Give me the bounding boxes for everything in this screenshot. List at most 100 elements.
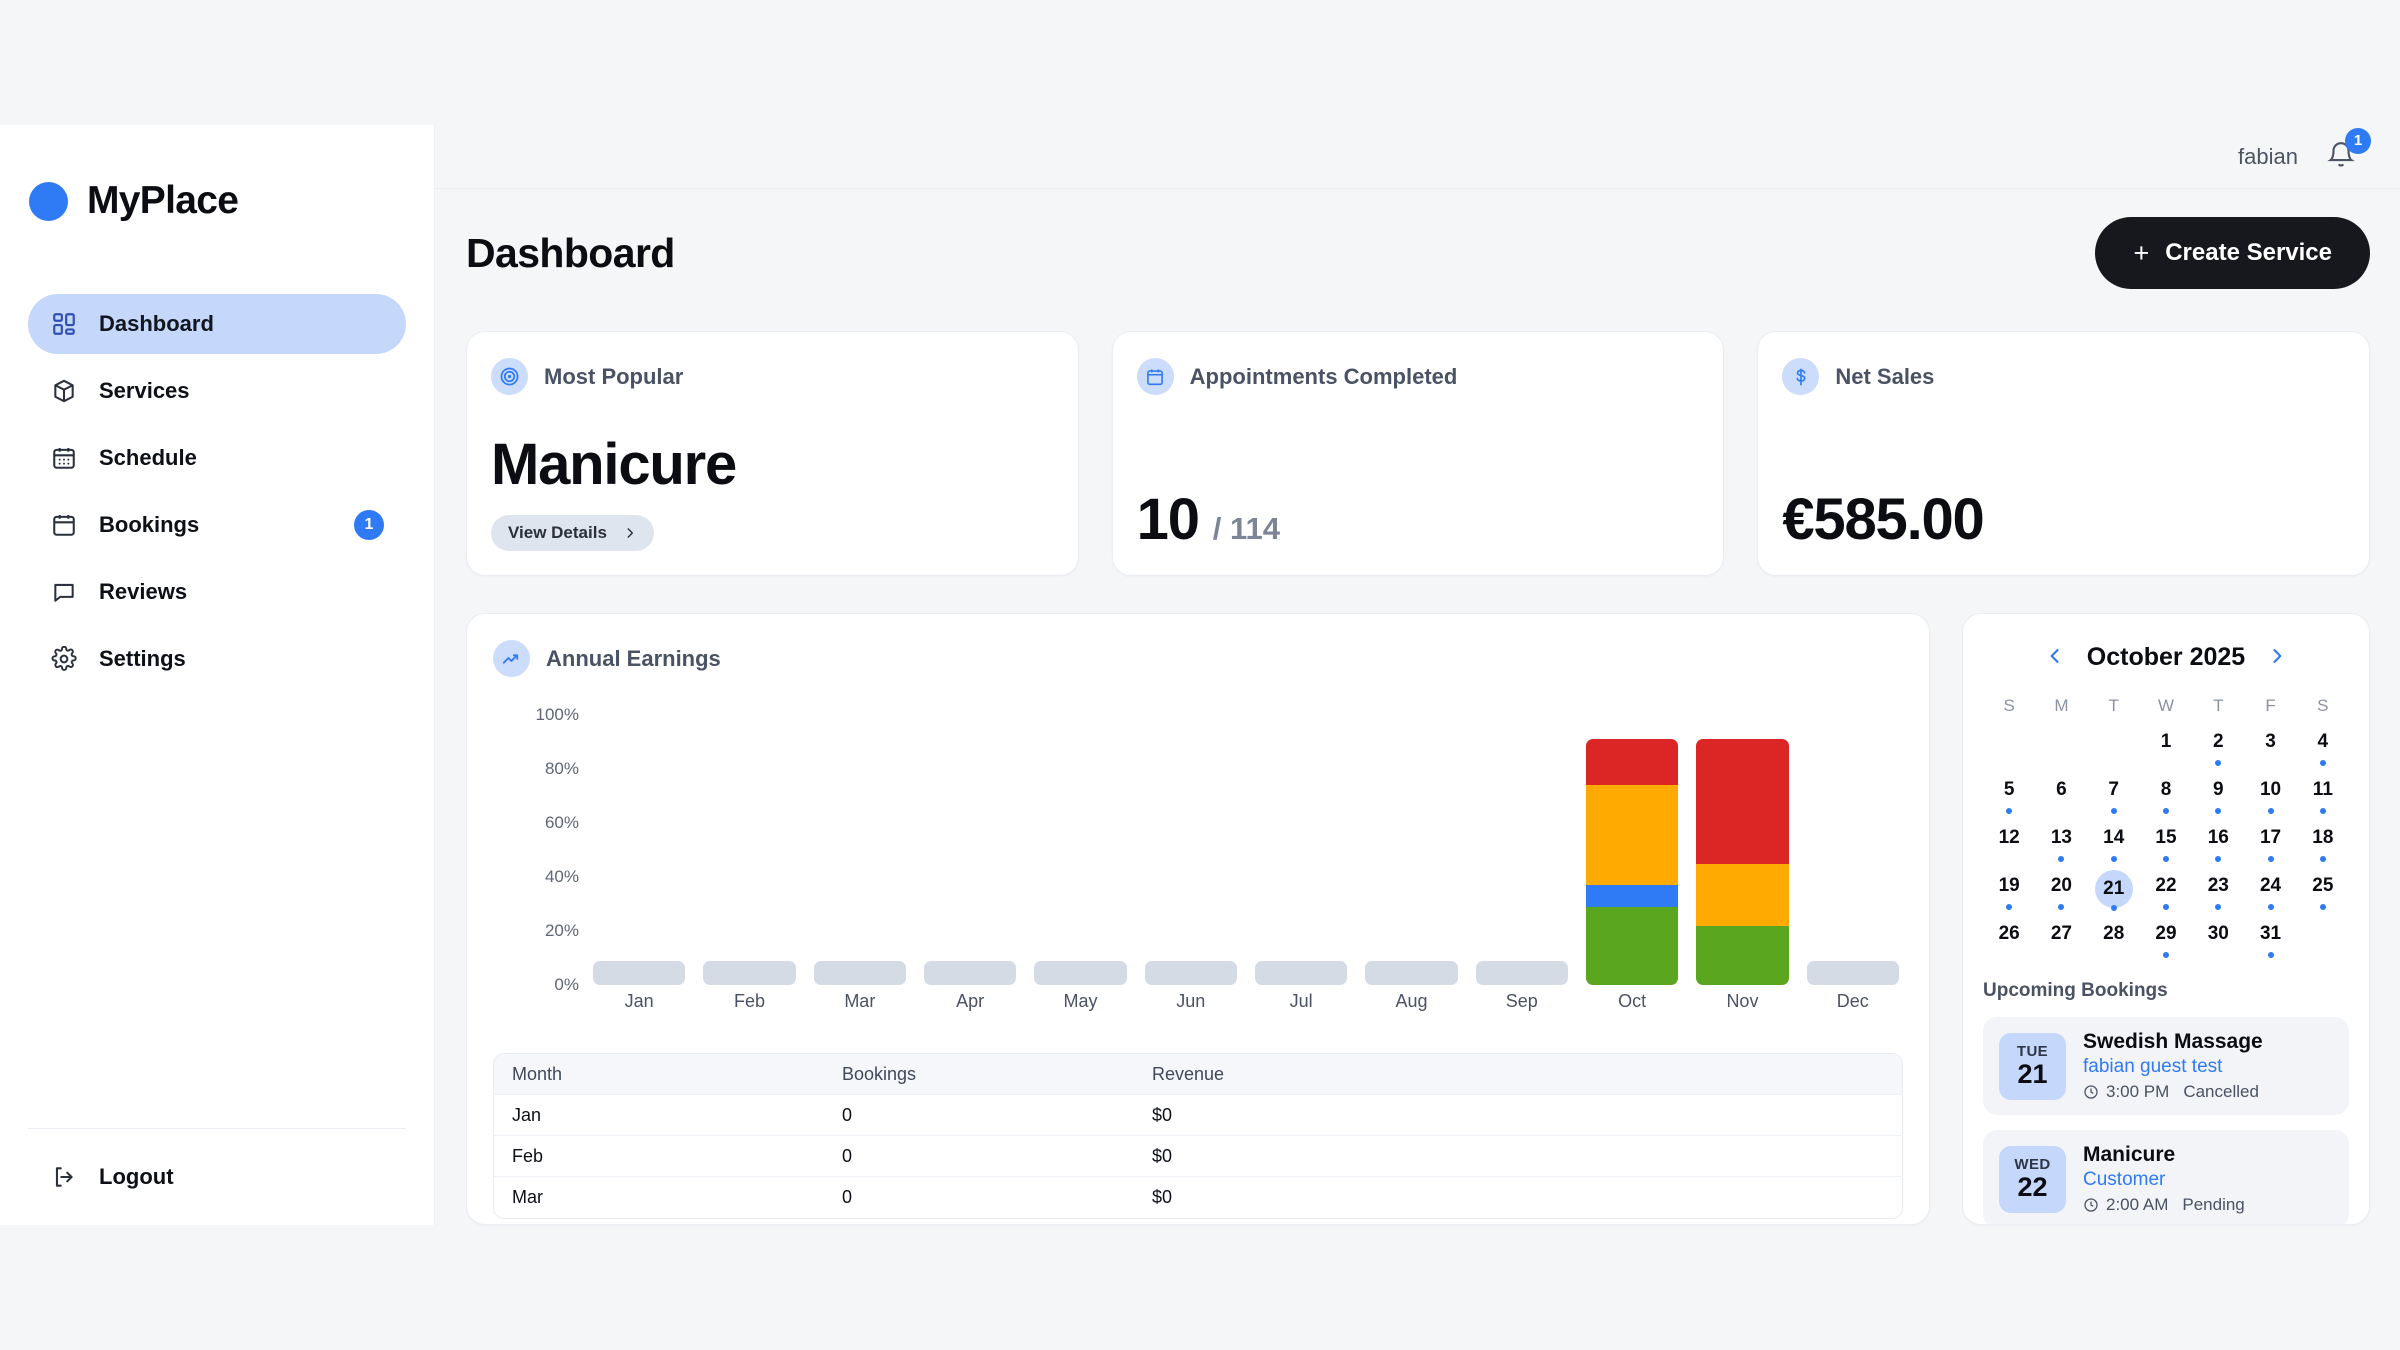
- chevron-left-icon[interactable]: [2045, 644, 2065, 671]
- calendar-day[interactable]: 1: [2140, 726, 2192, 772]
- booking-customer-name[interactable]: Customer: [2083, 1169, 2166, 1190]
- chart-bar-column[interactable]: [1254, 715, 1348, 985]
- chart-bar-column[interactable]: [923, 715, 1017, 985]
- calendar-day[interactable]: 6: [2035, 774, 2087, 820]
- chart-bar-empty: [1144, 960, 1237, 985]
- annual-earnings-title: Annual Earnings: [546, 645, 721, 671]
- calendar-day[interactable]: 25: [2297, 870, 2349, 916]
- stat-card-value: €585.00: [1782, 487, 1984, 553]
- view-details-button[interactable]: View Details: [491, 515, 654, 551]
- sidebar-item-dashboard[interactable]: Dashboard: [28, 294, 406, 354]
- table-row[interactable]: Mar 0 $0: [494, 1177, 1902, 1218]
- calendar-day[interactable]: 16: [2192, 822, 2244, 868]
- logout-button[interactable]: Logout: [0, 1129, 434, 1225]
- calendar-day[interactable]: 30: [2192, 918, 2244, 964]
- calendar-day[interactable]: 26: [1983, 918, 2035, 964]
- chart-bar-column[interactable]: [593, 715, 686, 985]
- calendar-day[interactable]: 7: [2088, 774, 2140, 820]
- chart-bar-column[interactable]: [813, 715, 906, 985]
- sidebar-item-bookings[interactable]: Bookings 1: [28, 495, 406, 555]
- booking-info: Swedish Massage fabian guest test 3:00 PM C…: [2083, 1030, 2263, 1102]
- stat-card-title: Appointments Completed: [1189, 363, 1458, 389]
- create-service-button[interactable]: + Create Service: [2095, 217, 2370, 289]
- table-cell-month: Jan: [512, 1104, 542, 1125]
- grid-icon: [50, 310, 78, 338]
- sidebar-item-schedule[interactable]: Schedule: [28, 428, 406, 488]
- calendar-day[interactable]: 31: [2244, 918, 2296, 964]
- chart-bar-column[interactable]: [1034, 715, 1127, 985]
- calendar-day[interactable]: 15: [2140, 822, 2192, 868]
- table-cell-bookings: 0: [842, 1104, 853, 1125]
- calendar-day[interactable]: 13: [2035, 822, 2087, 868]
- chart-plot-area: [593, 715, 1899, 985]
- upcoming-bookings-list: TUE 21 Swedish Massage fabian guest test 3:0…: [1983, 1017, 2349, 1224]
- sidebar-spacer: [0, 689, 434, 1128]
- calendar-day[interactable]: 23: [2192, 870, 2244, 916]
- chart-bar-column[interactable]: [1144, 715, 1237, 985]
- notifications-button[interactable]: 1: [2326, 127, 2371, 174]
- sidebar-item-settings[interactable]: Settings: [28, 629, 406, 689]
- calendar-day[interactable]: 27: [2035, 918, 2087, 964]
- calendar-day[interactable]: 9: [2192, 774, 2244, 820]
- calendar-day-grid: 1 2 3 4 5 6 7 8 9 10 11 12 13 14 15 16 17 18 19 20 21 22 23 24 2…: [1983, 726, 2349, 964]
- stat-card-body: €585.00: [1782, 395, 2345, 551]
- booking-customer-name[interactable]: fabian guest test: [2083, 1056, 2223, 1077]
- chart-bar-column[interactable]: [703, 715, 796, 985]
- calendar-day[interactable]: 8: [2140, 774, 2192, 820]
- sidebar-item-services[interactable]: Services: [28, 361, 406, 421]
- chart-bar-column[interactable]: [1585, 715, 1679, 985]
- calendar-day[interactable]: 17: [2244, 822, 2296, 868]
- calendar-day[interactable]: 14: [2088, 822, 2140, 868]
- calendar-day-number: 26: [1998, 923, 2020, 944]
- calendar-day[interactable]: 24: [2244, 870, 2296, 916]
- chart-bar-column[interactable]: [1475, 715, 1568, 985]
- chevron-right-icon: [627, 528, 633, 538]
- stat-cards: Most Popular Manicure View Details Appoi…: [466, 331, 2371, 576]
- chart-bar-stack: [1696, 739, 1789, 985]
- calendar-day[interactable]: 29: [2140, 918, 2192, 964]
- stat-card-appointments-completed: Appointments Completed 10 / 114: [1111, 331, 1725, 576]
- booking-day-number: 22: [2017, 1172, 2048, 1203]
- calendar-day[interactable]: 3: [2244, 726, 2296, 772]
- booking-meta: 3:00 PM Cancelled: [2083, 1082, 2263, 1102]
- table-cell-month: Feb: [512, 1145, 544, 1166]
- booking-item[interactable]: WED 22 Manicure Customer 2:00 AM Pending: [1983, 1130, 2349, 1224]
- notification-badge: 1: [2345, 127, 2371, 154]
- brand: MyPlace: [0, 171, 434, 231]
- chart-x-tick: Apr: [956, 991, 985, 1011]
- calendar-day-number: 14: [2103, 827, 2125, 848]
- stat-card-header: Appointments Completed: [1136, 358, 1700, 395]
- calendar-day-number: 7: [2108, 779, 2119, 800]
- calendar-day[interactable]: 5: [1983, 774, 2035, 820]
- calendar-event-dot: [2267, 952, 2274, 958]
- calendar-day[interactable]: 11: [2297, 774, 2349, 820]
- table-cell-bookings: 0: [842, 1187, 853, 1207]
- chart-y-tick: 0%: [554, 975, 579, 994]
- table-row[interactable]: Jan 0 $0: [494, 1095, 1902, 1136]
- table-row[interactable]: Feb 0 $0: [494, 1136, 1902, 1177]
- calendar-day[interactable]: 19: [1983, 870, 2035, 916]
- chart-bar-column[interactable]: [1696, 715, 1789, 985]
- booking-time-text: 3:00 PM: [2106, 1082, 2170, 1101]
- calendar-day[interactable]: 22: [2140, 870, 2192, 916]
- chart-bar-segment: [1585, 906, 1679, 985]
- sidebar-item-reviews[interactable]: Reviews: [28, 562, 406, 622]
- table-header-bookings: Bookings: [842, 1063, 917, 1084]
- calendar-day[interactable]: 10: [2244, 774, 2296, 820]
- calendar-day[interactable]: 21: [2088, 870, 2140, 916]
- calendar-day[interactable]: 2: [2192, 726, 2244, 772]
- stat-card-value-row: 10 / 114: [1137, 489, 1700, 551]
- calendar-day[interactable]: 28: [2088, 918, 2140, 964]
- chevron-right-icon[interactable]: [2267, 644, 2287, 671]
- booking-item[interactable]: TUE 21 Swedish Massage fabian guest test 3:0…: [1983, 1017, 2349, 1115]
- calendar-day[interactable]: 4: [2297, 726, 2349, 772]
- calendar-day-number: 28: [2103, 923, 2125, 944]
- chart-bar-column[interactable]: [1806, 715, 1899, 985]
- calendar-day[interactable]: 18: [2297, 822, 2349, 868]
- calendar-day[interactable]: 20: [2035, 870, 2087, 916]
- chart-bar-column[interactable]: [1365, 715, 1458, 985]
- calendar-day[interactable]: 12: [1983, 822, 2035, 868]
- chart-x-tick: Mar: [844, 991, 876, 1011]
- earnings-table: Month Bookings Revenue Jan 0 $0 Feb 0 $0 Mar 0 $…: [493, 1053, 1903, 1219]
- chart-y-tick: 60%: [544, 813, 579, 832]
